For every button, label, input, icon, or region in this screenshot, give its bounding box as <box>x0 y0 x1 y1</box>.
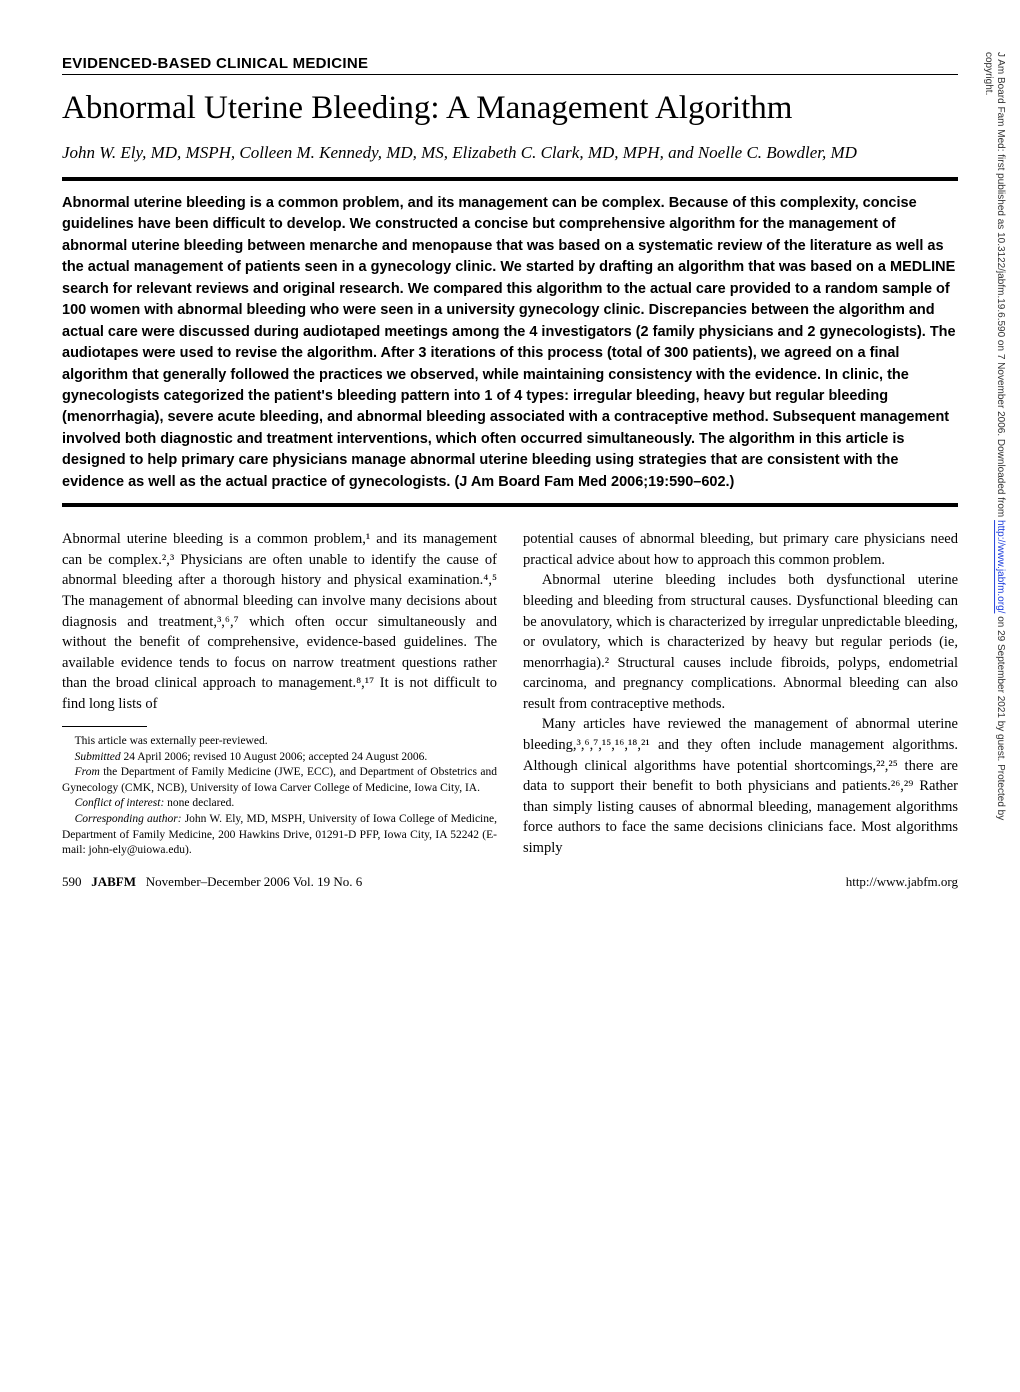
footnote-text: the Department of Family Medicine (JWE, … <box>62 766 497 794</box>
footer-right-url: http://www.jabfm.org <box>846 874 958 890</box>
footnote-line: This article was externally peer-reviewe… <box>62 734 497 750</box>
body-paragraph: Many articles have reviewed the manageme… <box>523 714 958 858</box>
section-header: EVIDENCED-BASED CLINICAL MEDICINE <box>62 55 958 75</box>
footer-left: 590 JABFM November–December 2006 Vol. 19… <box>62 874 362 890</box>
sidebar-pre: J Am Board Fam Med: first published as 1… <box>995 52 1006 520</box>
footnote-label: From <box>75 766 100 778</box>
sidebar-link[interactable]: http://www.jabfm.org/ <box>995 520 1006 613</box>
footnote-label: Submitted <box>75 751 121 763</box>
footnote-label: Conflict of interest: <box>75 797 165 809</box>
footnote-text: 24 April 2006; revised 10 August 2006; a… <box>121 751 428 763</box>
rule-bottom <box>62 503 958 507</box>
download-sidebar: J Am Board Fam Med: first published as 1… <box>986 52 1006 862</box>
footnotes: This article was externally peer-reviewe… <box>62 734 497 858</box>
article-title: Abnormal Uterine Bleeding: A Management … <box>62 89 958 128</box>
rule-top <box>62 177 958 181</box>
body-paragraph: potential causes of abnormal bleeding, b… <box>523 529 958 570</box>
footnote-text: none declared. <box>164 797 234 809</box>
abstract-text: Abnormal uterine bleeding is a common pr… <box>62 193 958 493</box>
authors-line: John W. Ely, MD, MSPH, Colleen M. Kenned… <box>62 142 958 165</box>
body-paragraph: Abnormal uterine bleeding includes both … <box>523 570 958 714</box>
footer-page-number: 590 <box>62 874 82 889</box>
footnote-line: Submitted 24 April 2006; revised 10 Augu… <box>62 750 497 766</box>
footer-journal: JABFM <box>91 874 136 889</box>
footnote-label: Corresponding author: <box>75 813 182 825</box>
footnote-line: Corresponding author: John W. Ely, MD, M… <box>62 812 497 859</box>
body-columns: Abnormal uterine bleeding is a common pr… <box>62 529 958 858</box>
footnote-rule <box>62 726 147 727</box>
footnote-line: Conflict of interest: none declared. <box>62 796 497 812</box>
footer-issue: November–December 2006 Vol. 19 No. 6 <box>146 874 363 889</box>
body-paragraph: Abnormal uterine bleeding is a common pr… <box>62 529 497 714</box>
footnote-line: From the Department of Family Medicine (… <box>62 765 497 796</box>
page-footer: 590 JABFM November–December 2006 Vol. 19… <box>62 874 958 890</box>
